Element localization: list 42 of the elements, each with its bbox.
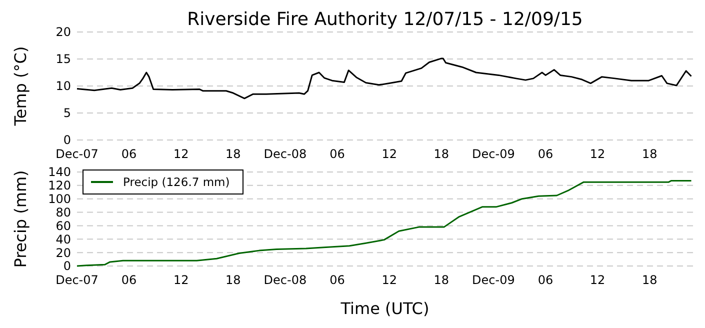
x-tick-label: 12 xyxy=(590,273,606,287)
x-tick-label: Dec-08 xyxy=(264,273,307,287)
x-tick-label: 18 xyxy=(642,147,658,161)
chart-title: Riverside Fire Authority 12/07/15 - 12/09/15 xyxy=(187,9,583,30)
y-tick-label: 0 xyxy=(63,259,71,274)
y-tick-label: 40 xyxy=(56,232,71,246)
y-tick-label: 0 xyxy=(63,133,71,148)
x-tick-label: 18 xyxy=(642,273,658,287)
y-tick-label: 100 xyxy=(48,192,71,206)
y-tick-label: 20 xyxy=(56,25,71,40)
y-tick-label: 120 xyxy=(48,178,71,193)
x-tick-label: 06 xyxy=(121,147,137,161)
x-tick-label: 12 xyxy=(382,273,397,287)
x-tick-label: 12 xyxy=(173,273,189,287)
x-tick-label: 06 xyxy=(538,273,554,287)
y-tick-label: 10 xyxy=(56,79,71,94)
x-tick-label: 18 xyxy=(226,147,241,161)
x-tick-label: 12 xyxy=(382,147,397,161)
x-tick-label: Dec-09 xyxy=(472,273,515,287)
legend-label: Precip (126.7 mm) xyxy=(123,175,230,189)
x-tick-label: 18 xyxy=(434,147,450,161)
x-tick-label: 06 xyxy=(121,273,137,287)
y-tick-label: 20 xyxy=(56,246,71,260)
x-axis-title: Time (UTC) xyxy=(340,299,430,318)
x-tick-label: Dec-08 xyxy=(264,147,307,161)
y-tick-label: 80 xyxy=(56,205,71,220)
y-tick-label: 15 xyxy=(56,52,71,66)
x-tick-label: 12 xyxy=(173,147,189,161)
x-tick-label: 06 xyxy=(330,147,345,161)
y-axis-title: Precip (mm) xyxy=(11,170,30,268)
x-tick-label: 18 xyxy=(434,273,450,287)
x-tick-label: 12 xyxy=(590,147,606,161)
y-axis-title: Temp (°C) xyxy=(11,46,30,127)
x-tick-label: Dec-09 xyxy=(472,147,515,161)
x-tick-label: 18 xyxy=(226,273,241,287)
y-tick-label: 5 xyxy=(63,106,71,120)
x-tick-label: Dec-07 xyxy=(56,147,98,161)
y-tick-label: 60 xyxy=(56,218,71,233)
x-tick-label: 06 xyxy=(538,147,554,161)
x-tick-label: Dec-07 xyxy=(56,273,98,287)
x-tick-label: 06 xyxy=(330,273,345,287)
y-tick-label: 140 xyxy=(48,165,71,180)
